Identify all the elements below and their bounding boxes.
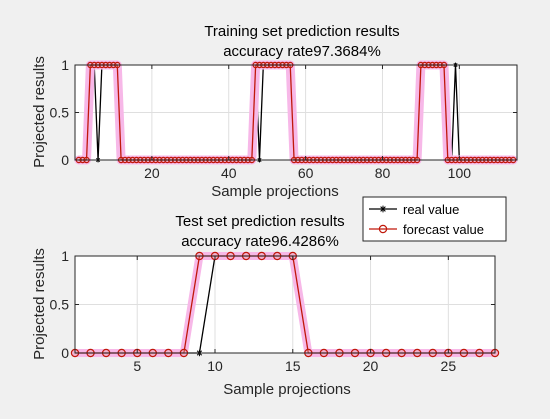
- training-chart-ylabel: Projected results: [31, 56, 48, 168]
- legend: real value forecast value: [362, 196, 507, 242]
- test-chart-subtitle: accuracy rate96.4286%: [181, 233, 339, 250]
- x-tick-label: 40: [221, 165, 237, 181]
- legend-marker: [378, 224, 388, 234]
- x-tick-label: 10: [207, 358, 223, 374]
- y-tick-label: 0: [61, 152, 69, 168]
- test-chart: 5 10 15 20 25 0 0.5 1 real value forecast value Te…: [31, 196, 507, 398]
- y-tick-label: 1: [61, 248, 69, 264]
- training-chart-title: Training set prediction results: [204, 23, 399, 40]
- y-tick-label: 0.5: [50, 105, 70, 121]
- y-tick-label: 1: [61, 57, 69, 73]
- test-chart-ylabel: Projected results: [31, 248, 48, 360]
- legend-label: forecast value: [403, 222, 484, 237]
- x-tick-label: 60: [298, 165, 314, 181]
- legend-item: real value: [369, 202, 459, 217]
- x-tick-label: 20: [144, 165, 160, 181]
- x-tick-label: 5: [133, 358, 141, 374]
- y-tick-label: 0: [61, 345, 69, 361]
- legend-item: forecast value: [369, 222, 484, 237]
- x-tick-label: 100: [448, 165, 472, 181]
- x-tick-label: 20: [363, 358, 379, 374]
- x-tick-label: 15: [285, 358, 301, 374]
- x-tick-label: 80: [375, 165, 391, 181]
- y-tick-label: 0.5: [50, 297, 70, 313]
- test-chart-title: Test set prediction results: [175, 213, 344, 230]
- training-chart-xlabel: Sample projections: [211, 183, 339, 200]
- training-chart-subtitle: accuracy rate97.3684%: [223, 43, 381, 60]
- test-chart-xlabel: Sample projections: [223, 381, 351, 398]
- legend-label: real value: [403, 202, 459, 217]
- x-tick-label: 25: [441, 358, 457, 374]
- legend-box: [362, 196, 507, 242]
- training-chart: 20 40 60 80 100 0 0.5 1 Training set prediction …: [31, 23, 518, 200]
